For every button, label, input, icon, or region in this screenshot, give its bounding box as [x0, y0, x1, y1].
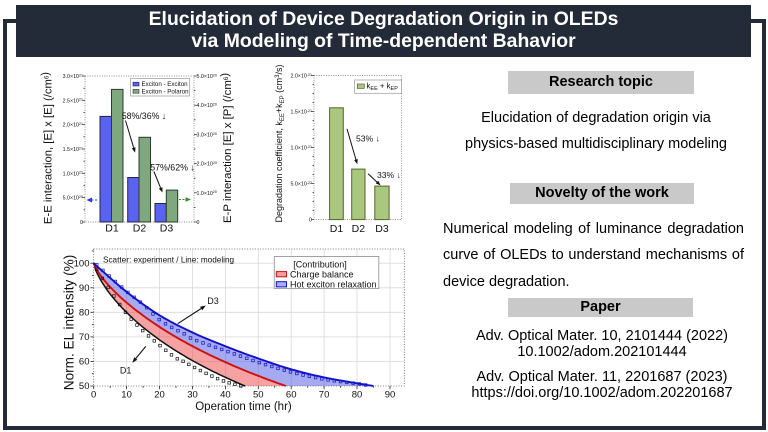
svg-text:90: 90: [79, 283, 90, 294]
svg-text:E-P interaction [E] x [P] (/cm: E-P interaction [E] x [P] (/cm6): [219, 73, 234, 223]
svg-text:1.5×1021: 1.5×1021: [63, 146, 83, 153]
svg-text:4.0×1020: 4.0×1020: [197, 103, 217, 110]
svg-text:1.0×1020: 1.0×1020: [197, 190, 217, 197]
svg-text:E-E interaction, [E] x [E] (/c: E-E interaction, [E] x [E] (/cm6): [40, 72, 55, 224]
svg-text:80: 80: [352, 390, 363, 401]
svg-text:70: 70: [319, 390, 330, 401]
svg-text:1.5×10-21: 1.5×10-21: [290, 109, 312, 116]
svg-text:Scatter: experiment / Line: mo: Scatter: experiment / Line: modeling: [103, 256, 235, 265]
svg-text:Degradation coefficient, kEE+k: Degradation coefficient, kEE+kEP (cm3/s): [274, 64, 286, 222]
svg-text:50: 50: [79, 381, 90, 392]
svg-text:D3: D3: [207, 296, 219, 306]
svg-text:2.5×1021: 2.5×1021: [63, 98, 83, 105]
svg-text:33% ↓: 33% ↓: [377, 170, 401, 180]
svg-text:0: 0: [309, 218, 312, 224]
svg-text:D3: D3: [375, 223, 389, 235]
svg-text:2.0×1021: 2.0×1021: [63, 122, 83, 129]
svg-text:Operation time (hr): Operation time (hr): [195, 401, 292, 413]
svg-text:D1: D1: [105, 223, 119, 235]
svg-text:53% ↓: 53% ↓: [356, 134, 380, 144]
svg-text:Hot exciton relaxation: Hot exciton relaxation: [290, 280, 377, 290]
svg-text:0: 0: [197, 220, 200, 226]
svg-text:80: 80: [79, 308, 90, 319]
svg-text:1.0×10-21: 1.0×10-21: [290, 145, 312, 152]
svg-text:70: 70: [79, 332, 90, 343]
svg-text:30: 30: [187, 390, 198, 401]
svg-text:3.0×1021: 3.0×1021: [63, 73, 83, 80]
svg-text:Exciton - Exciton: Exciton - Exciton: [142, 81, 189, 88]
svg-text:5.0×1020: 5.0×1020: [197, 73, 217, 80]
svg-text:kEE + kEP: kEE + kEP: [367, 82, 399, 93]
svg-text:5.0×1020: 5.0×1020: [63, 195, 83, 202]
svg-text:10: 10: [121, 390, 132, 401]
svg-text:5.0×10-22: 5.0×10-22: [290, 181, 312, 188]
svg-text:100: 100: [74, 258, 90, 269]
svg-text:3.0×1020: 3.0×1020: [197, 132, 217, 139]
svg-text:D1: D1: [120, 366, 132, 376]
svg-text:57%/62% ↓: 57%/62% ↓: [150, 163, 195, 173]
svg-text:1.0×1021: 1.0×1021: [63, 171, 83, 178]
svg-text:50: 50: [253, 390, 264, 401]
svg-text:58%/36% ↓: 58%/36% ↓: [122, 111, 167, 121]
svg-text:0: 0: [80, 220, 83, 226]
svg-text:60: 60: [79, 357, 90, 368]
svg-text:D2: D2: [133, 223, 147, 235]
svg-text:D2: D2: [352, 223, 366, 235]
svg-text:60: 60: [286, 390, 297, 401]
svg-text:2.0×1020: 2.0×1020: [197, 161, 217, 168]
svg-text:D1: D1: [330, 223, 344, 235]
svg-text:Exciton - Polaron: Exciton - Polaron: [142, 88, 190, 95]
svg-text:D3: D3: [160, 223, 174, 235]
svg-text:90: 90: [385, 390, 396, 401]
svg-text:Charge balance: Charge balance: [290, 270, 354, 280]
svg-text:20: 20: [154, 390, 165, 401]
svg-text:0: 0: [91, 390, 96, 401]
svg-text:40: 40: [220, 390, 231, 401]
svg-text:Norm. EL intensity (%): Norm. EL intensity (%): [62, 255, 77, 390]
svg-text:2.0×10-21: 2.0×10-21: [290, 73, 312, 80]
svg-text:[Contribution]: [Contribution]: [293, 259, 347, 269]
